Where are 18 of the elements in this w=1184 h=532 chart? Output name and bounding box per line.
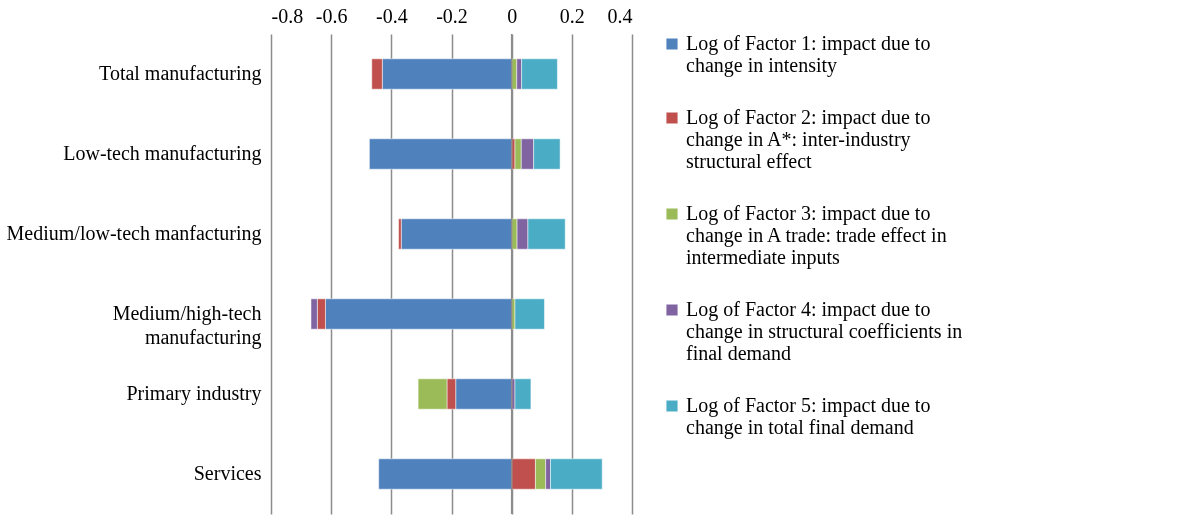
legend-label: Log of Factor 1: impact due to change in intensity bbox=[686, 32, 931, 77]
y-tick-label: Total manufacturing bbox=[99, 62, 262, 85]
x-tick-label: -0.2 bbox=[436, 4, 468, 27]
x-tick-label: 0.4 bbox=[607, 4, 633, 27]
x-tick-label: -0.6 bbox=[315, 4, 348, 27]
x-tick-label: 0.2 bbox=[559, 4, 585, 27]
legend-label: Log of Factor 3: impact due to change in A trade: trade effect in intermediate inputs bbox=[686, 202, 947, 269]
legend-label: Log of Factor 4: impact due to change in structural coefficients in final demand bbox=[686, 298, 963, 364]
y-tick-label: Medium/low-tech manfacturing bbox=[6, 222, 262, 245]
x-tick-label: -0.8 bbox=[271, 4, 304, 27]
legend-label: Log of Factor 5: impact due to change in total final demand bbox=[686, 394, 931, 439]
y-tick-label: Low-tech manufacturing bbox=[63, 142, 262, 165]
legend-label: Log of Factor 2: impact due to change in A*: inter-industry structural effect bbox=[686, 106, 931, 172]
x-tick-label: 0 bbox=[507, 4, 518, 27]
x-tick-label: -0.4 bbox=[376, 4, 408, 27]
y-tick-label: Medium/high-tech manufacturing bbox=[112, 302, 262, 349]
y-tick-label: Primary industry bbox=[126, 382, 262, 405]
y-tick-label: Services bbox=[193, 462, 262, 484]
